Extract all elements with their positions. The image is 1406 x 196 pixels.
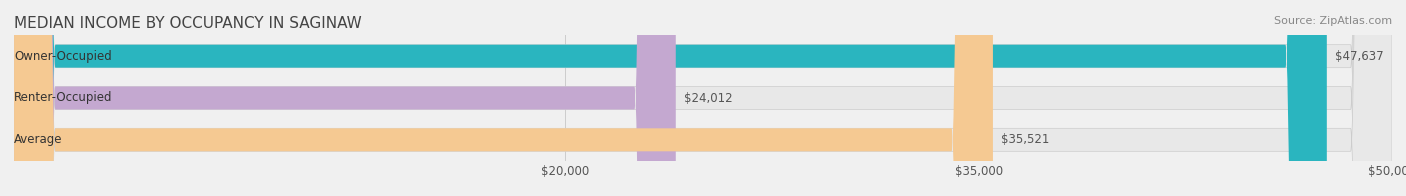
Text: $35,521: $35,521 — [1001, 133, 1049, 146]
Text: Source: ZipAtlas.com: Source: ZipAtlas.com — [1274, 16, 1392, 26]
FancyBboxPatch shape — [14, 0, 993, 196]
Text: MEDIAN INCOME BY OCCUPANCY IN SAGINAW: MEDIAN INCOME BY OCCUPANCY IN SAGINAW — [14, 16, 361, 31]
Text: Owner-Occupied: Owner-Occupied — [14, 50, 112, 63]
Text: Average: Average — [14, 133, 63, 146]
Text: $47,637: $47,637 — [1336, 50, 1384, 63]
FancyBboxPatch shape — [14, 0, 1392, 196]
FancyBboxPatch shape — [14, 0, 1327, 196]
FancyBboxPatch shape — [14, 0, 676, 196]
Text: $24,012: $24,012 — [685, 92, 733, 104]
Text: Renter-Occupied: Renter-Occupied — [14, 92, 112, 104]
FancyBboxPatch shape — [14, 0, 1392, 196]
FancyBboxPatch shape — [14, 0, 1392, 196]
